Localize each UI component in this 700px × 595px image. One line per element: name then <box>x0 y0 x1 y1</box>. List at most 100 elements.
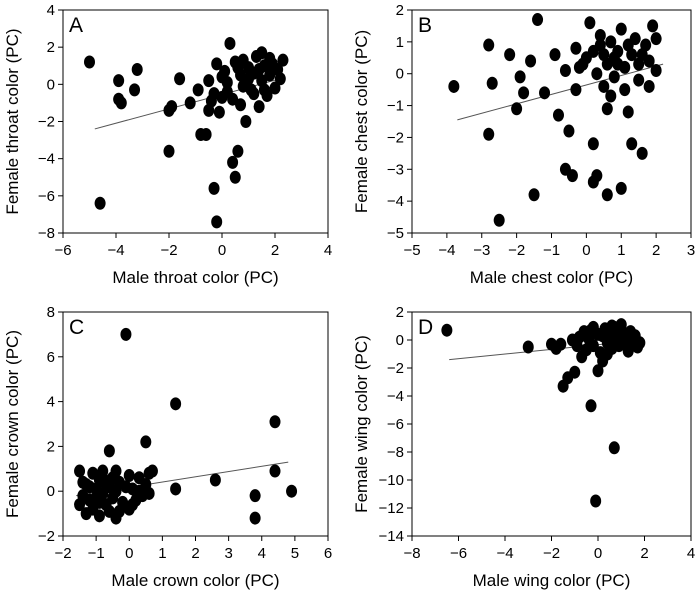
data-point <box>140 435 152 449</box>
data-point <box>166 100 178 114</box>
panel-letter: C <box>69 316 84 339</box>
data-point <box>77 475 89 489</box>
data-point <box>577 57 589 71</box>
y-tick-label: 2 <box>396 2 404 19</box>
data-point <box>74 464 86 478</box>
data-point <box>286 484 298 498</box>
data-point <box>227 155 239 169</box>
x-tick-label: 4 <box>687 545 695 562</box>
data-point <box>232 61 244 75</box>
data-point <box>598 79 610 93</box>
x-tick-label: −1 <box>88 545 105 562</box>
y-tick-label: −2 <box>38 114 55 131</box>
x-axis-title: Male throat color (PC) <box>112 268 278 287</box>
data-point <box>129 83 141 97</box>
data-point <box>563 124 575 138</box>
y-tick-label: −5 <box>387 225 404 242</box>
x-tick-label: −8 <box>403 545 420 562</box>
y-tick-label: 2 <box>47 438 55 455</box>
panel-letter: D <box>418 316 433 339</box>
data-point <box>174 72 186 86</box>
x-tick-label: 4 <box>258 545 266 562</box>
data-point <box>532 13 544 27</box>
y-tick-label: 4 <box>47 2 55 19</box>
x-tick-label: −5 <box>403 242 420 259</box>
data-point <box>605 35 617 49</box>
data-point <box>264 68 276 82</box>
y-tick-label: −2 <box>387 129 404 146</box>
y-axis-title: Female throat color (PC) <box>3 28 22 214</box>
data-point <box>605 89 617 103</box>
data-point <box>249 489 261 503</box>
data-point <box>232 144 244 158</box>
data-point <box>549 48 561 62</box>
data-point <box>597 329 609 343</box>
data-point <box>592 364 604 378</box>
data-point <box>590 494 602 508</box>
data-point <box>216 70 228 84</box>
x-tick-label: −2 <box>54 545 71 562</box>
data-point <box>192 83 204 97</box>
y-tick-label: −4 <box>387 388 404 405</box>
y-axis-title: Female wing color (PC) <box>352 335 371 513</box>
data-point <box>606 319 618 333</box>
data-point <box>622 38 634 52</box>
data-point <box>269 464 281 478</box>
y-tick-label: −4 <box>387 193 404 210</box>
x-tick-label: 2 <box>652 242 660 259</box>
data-point <box>224 36 236 50</box>
data-point <box>559 64 571 78</box>
data-point <box>601 347 613 361</box>
data-point <box>441 323 453 337</box>
x-tick-label: −4 <box>107 242 124 259</box>
data-point <box>143 486 155 500</box>
data-point <box>514 70 526 84</box>
panel-b: −5 −4 −3 −2 −1 0 1 2 3 2 1 0 −1 −2 −3 −4 −5 Male chest co… <box>352 2 695 287</box>
data-point <box>591 169 603 183</box>
x-tick-label: 1 <box>158 545 166 562</box>
y-tick-label: −2 <box>38 528 55 545</box>
data-point <box>587 320 599 334</box>
panel-d: −8 −6 −4 −2 0 2 4 2 0 −2 −4 −6 −8 −10 −12 −14 Male wing … <box>352 304 695 590</box>
x-tick-label: 5 <box>291 545 299 562</box>
y-tick-label: 8 <box>47 304 55 321</box>
y-tick-label: 6 <box>47 349 55 366</box>
data-point <box>525 54 537 68</box>
data-point <box>626 137 638 151</box>
data-point <box>622 105 634 119</box>
data-point <box>486 76 498 90</box>
data-point <box>570 41 582 55</box>
x-tick-label: 0 <box>125 545 133 562</box>
data-point <box>594 28 606 42</box>
y-tick-label: −6 <box>387 416 404 433</box>
data-point <box>528 188 540 202</box>
data-point <box>566 169 578 183</box>
y-tick-label: −4 <box>38 151 55 168</box>
data-point <box>229 170 241 184</box>
data-point <box>264 51 276 65</box>
data-point <box>113 74 125 88</box>
data-point <box>253 100 265 114</box>
data-point <box>608 441 620 455</box>
y-tick-label: 0 <box>47 76 55 93</box>
x-axis-title: Male wing color (PC) <box>473 571 631 590</box>
x-tick-label: −1 <box>543 242 560 259</box>
data-point <box>211 215 223 229</box>
data-point <box>256 46 268 60</box>
data-point <box>127 498 139 512</box>
y-tick-label: 0 <box>396 66 404 83</box>
data-point <box>504 48 516 62</box>
data-point <box>570 83 582 97</box>
x-tick-label: 0 <box>582 242 590 259</box>
x-tick-label: −6 <box>450 545 467 562</box>
data-point <box>97 471 109 485</box>
x-axis-title: Male chest color (PC) <box>470 268 633 287</box>
data-point <box>522 340 534 354</box>
data-point <box>94 196 106 210</box>
data-point <box>113 504 125 518</box>
x-tick-label: −6 <box>54 242 71 259</box>
data-point <box>123 469 135 483</box>
y-axis-title: Female crown color (PC) <box>3 330 22 518</box>
data-point <box>650 32 662 46</box>
